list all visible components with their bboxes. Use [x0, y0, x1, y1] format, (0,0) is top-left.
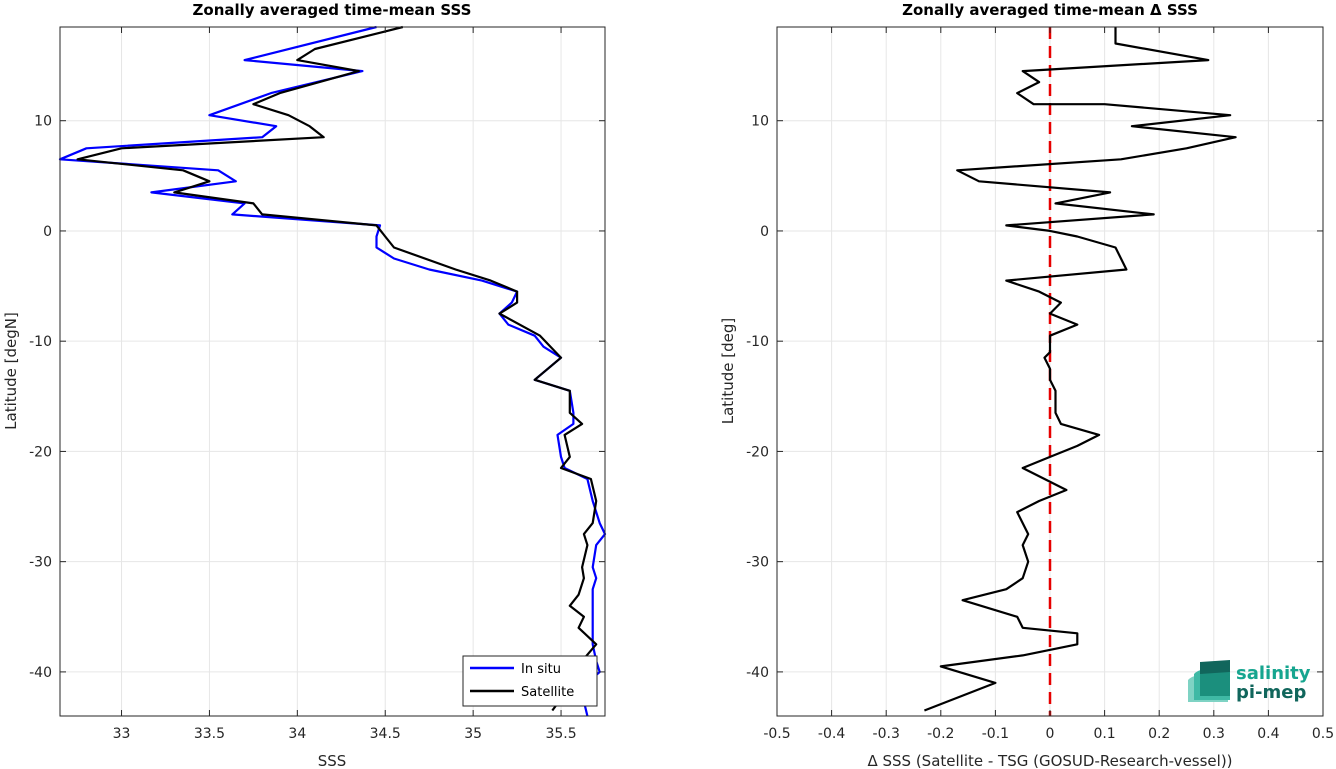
- left-y-axis-label: Latitude [degN]: [2, 312, 20, 430]
- left-y-tick-label: 10: [34, 114, 52, 130]
- right-y-tick-label: -10: [746, 334, 769, 350]
- right-ticks: -0.5 -0.4 -0.3 -0.2 -0.1 0 0.1 0.2 0.3 0.4 0.5 10 0 -…: [746, 27, 1334, 742]
- left-chart-title: Zonally averaged time-mean SSS: [193, 1, 472, 19]
- left-y-tick-label: -30: [29, 555, 52, 571]
- logo-line2: pi-mep: [1236, 682, 1306, 703]
- left-x-axis-label: SSS: [318, 752, 347, 769]
- right-panel: -0.5 -0.4 -0.3 -0.2 -0.1 0 0.1 0.2 0.3 0.4 0.5 10 0 -…: [719, 1, 1334, 769]
- right-x-tick-label: 0.1: [1093, 726, 1115, 742]
- right-y-tick-label: 0: [760, 224, 769, 240]
- left-x-tick-label: 34: [288, 726, 306, 742]
- right-y-tick-label: -30: [746, 555, 769, 571]
- left-y-tick-label: -10: [29, 334, 52, 350]
- right-x-tick-label: -0.2: [927, 726, 954, 742]
- right-x-tick-label: 0.4: [1257, 726, 1279, 742]
- right-series-line-delta-sss: [924, 27, 1237, 712]
- right-x-tick-label: 0.2: [1148, 726, 1170, 742]
- logo-line1: salinity: [1236, 663, 1311, 684]
- right-chart-title: Zonally averaged time-mean Δ SSS: [902, 1, 1198, 19]
- right-y-axis-label: Latitude [deg]: [719, 318, 737, 424]
- legend-box: [462, 655, 598, 707]
- right-x-tick-label: 0.5: [1312, 726, 1334, 742]
- left-y-tick-label: 0: [43, 224, 52, 240]
- left-y-tick-label: -40: [29, 665, 52, 681]
- legend-label-satellite: Satellite: [521, 685, 574, 700]
- left-plot-area: [60, 27, 605, 716]
- right-x-tick-label: -0.5: [763, 726, 790, 742]
- left-x-tick-label: 34.5: [370, 726, 401, 742]
- right-y-tick-label: 10: [751, 114, 769, 130]
- left-axes-box: [59, 26, 606, 717]
- salinity-pi-mep-logo: salinity pi-mep: [1188, 660, 1311, 703]
- legend: In situ Satellite: [462, 655, 598, 707]
- left-x-tick-label: 35: [464, 726, 482, 742]
- right-x-tick-label: 0: [1046, 726, 1055, 742]
- right-x-tick-label: -0.1: [982, 726, 1009, 742]
- right-x-tick-label: -0.4: [818, 726, 845, 742]
- left-x-tick-label: 33: [113, 726, 131, 742]
- right-x-tick-label: -0.3: [873, 726, 900, 742]
- right-y-tick-label: -40: [746, 665, 769, 681]
- right-y-tick-label: -20: [746, 444, 769, 460]
- wave-stack-icon: [1188, 660, 1230, 702]
- left-series-line-satellite: [76, 25, 598, 712]
- left-x-tick-label: 33.5: [194, 726, 225, 742]
- legend-label-in-situ: In situ: [521, 662, 561, 677]
- left-ticks: 33 33.5 34 34.5 35 35.5 10 0 -10 -20 -30 -40: [29, 27, 605, 742]
- left-grid: [60, 27, 605, 716]
- right-x-axis-label: Δ SSS (Satellite - TSG (GOSUD-Research-v…: [867, 752, 1232, 769]
- left-y-tick-label: -20: [29, 444, 52, 460]
- left-x-tick-label: 35.5: [545, 726, 576, 742]
- right-x-tick-label: 0.3: [1203, 726, 1225, 742]
- right-data-lines: [924, 27, 1237, 712]
- left-panel: 33 33.5 34 34.5 35 35.5 10 0 -10 -20 -30 -40 Zonall…: [2, 1, 607, 769]
